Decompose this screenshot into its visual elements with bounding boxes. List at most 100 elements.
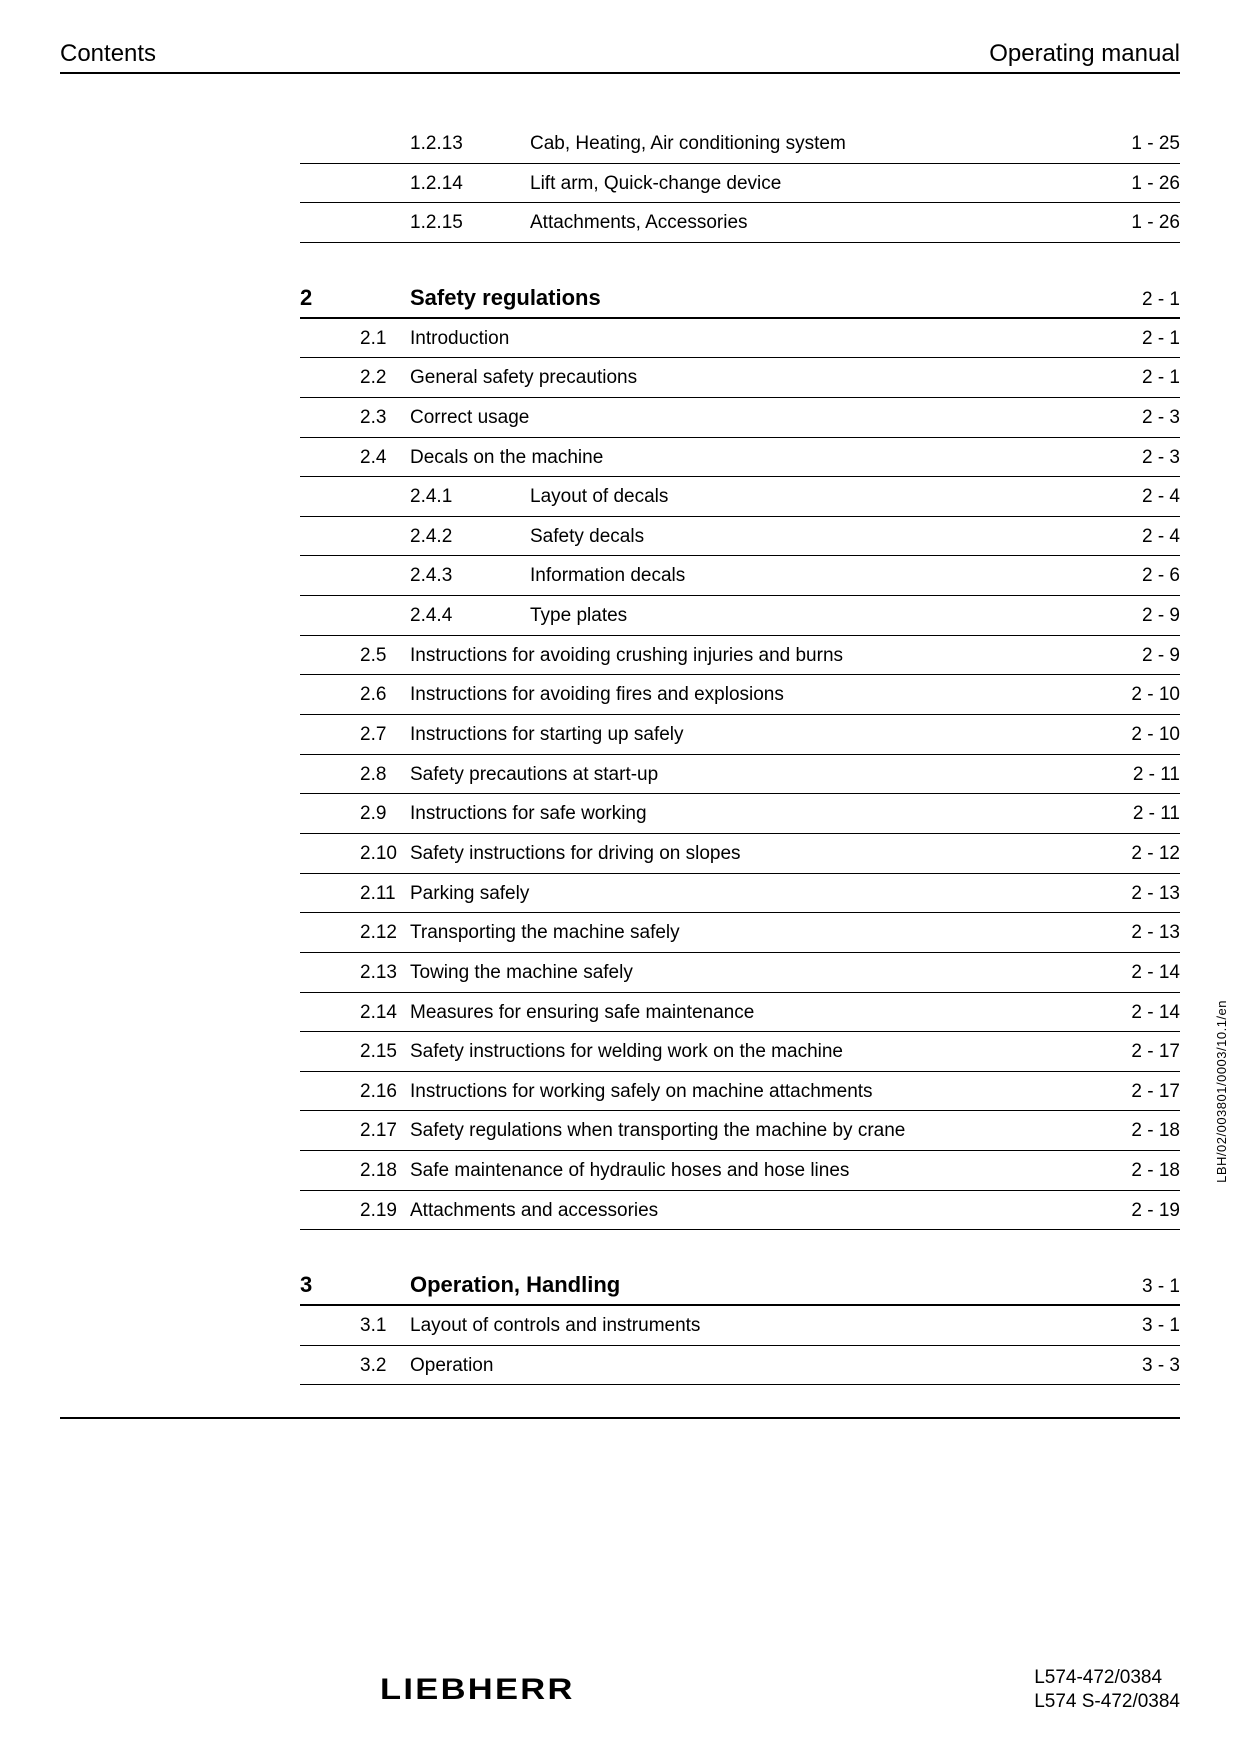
toc-section-title: Introduction <box>410 326 1100 352</box>
toc-section-title: Decals on the machine <box>410 445 1100 471</box>
toc-row: 2.2General safety precautions2 - 1 <box>300 358 1180 398</box>
toc-page: 2 - 18 <box>1100 1158 1180 1184</box>
toc-row: 2.4.1Layout of decals2 - 4 <box>300 477 1180 517</box>
toc-section-number: 2.14 <box>360 1000 410 1026</box>
toc-row: 2.17Safety regulations when transporting… <box>300 1111 1180 1151</box>
bottom-rule <box>60 1417 1180 1419</box>
toc-subsection-number: 1.2.14 <box>410 171 480 197</box>
toc-section-number: 2.1 <box>360 326 410 352</box>
toc-page: 2 - 11 <box>1100 801 1180 827</box>
toc-page: 1 - 26 <box>1100 210 1180 236</box>
toc-section-title: Safety instructions for driving on slope… <box>410 841 1100 867</box>
toc-section-number: 2.16 <box>360 1079 410 1105</box>
toc-page: 2 - 17 <box>1100 1079 1180 1105</box>
toc-row: 2.1Introduction2 - 1 <box>300 319 1180 359</box>
toc-page: 2 - 19 <box>1100 1198 1180 1224</box>
toc-section-number: 2.18 <box>360 1158 410 1184</box>
toc-row: 1.2.13Cab, Heating, Air conditioning sys… <box>300 124 1180 164</box>
toc-page: 2 - 17 <box>1100 1039 1180 1065</box>
toc-section-title: Safety precautions at start-up <box>410 762 1100 788</box>
toc-section-number: 2.8 <box>360 762 410 788</box>
toc-row: 2.13Towing the machine safely2 - 14 <box>300 953 1180 993</box>
page-header: Contents Operating manual <box>60 40 1180 74</box>
toc-subsection-number: 1.2.15 <box>410 210 480 236</box>
toc-section-title: Instructions for avoiding fires and expl… <box>410 682 1100 708</box>
toc-page: 2 - 10 <box>1100 722 1180 748</box>
toc-subsection-number: 2.4.2 <box>410 524 480 550</box>
toc-section-title: Transporting the machine safely <box>410 920 1100 946</box>
toc-page: 2 - 9 <box>1100 603 1180 629</box>
toc-page: 2 - 1 <box>1100 287 1180 313</box>
toc-section-title: Operation <box>410 1353 1100 1379</box>
footer-model-line-1: L574-472/0384 <box>1034 1666 1180 1691</box>
toc-subsection-number: 1.2.13 <box>410 131 480 157</box>
toc-subsection-title: Attachments, Accessories <box>480 210 1100 236</box>
document-code-vertical: LBH/02/003801/0003/10.1/en <box>1214 1000 1229 1183</box>
toc-section-title: Safety regulations when transporting the… <box>410 1118 1100 1144</box>
toc-page: 2 - 13 <box>1100 881 1180 907</box>
toc-section-title: General safety precautions <box>410 365 1100 391</box>
toc-page: 2 - 12 <box>1100 841 1180 867</box>
brand-logo: LIEBHERR <box>380 1673 575 1707</box>
toc-page: 2 - 9 <box>1100 643 1180 669</box>
toc-page: 2 - 11 <box>1100 762 1180 788</box>
toc-section-number: 2.11 <box>360 881 410 907</box>
toc-page: 2 - 3 <box>1100 445 1180 471</box>
toc-section-number: 2.9 <box>360 801 410 827</box>
toc-subsection-title: Information decals <box>480 563 1100 589</box>
toc-section-number: 2.12 <box>360 920 410 946</box>
toc-row: 2.18Safe maintenance of hydraulic hoses … <box>300 1151 1180 1191</box>
toc-row: 2.4Decals on the machine2 - 3 <box>300 438 1180 478</box>
toc-page: 3 - 1 <box>1100 1313 1180 1339</box>
page-footer: LIEBHERR L574-472/0384 L574 S-472/0384 <box>60 1666 1180 1715</box>
toc-section-number: 3.2 <box>360 1353 410 1379</box>
toc-row: 2.7Instructions for starting up safely2 … <box>300 715 1180 755</box>
toc-section-title: Safe maintenance of hydraulic hoses and … <box>410 1158 1100 1184</box>
toc-page: 3 - 3 <box>1100 1353 1180 1379</box>
toc-section-number: 2.19 <box>360 1198 410 1224</box>
toc-section-number: 2.17 <box>360 1118 410 1144</box>
toc-section-number: 3.1 <box>360 1313 410 1339</box>
toc-row: 2Safety regulations2 - 1 <box>300 277 1180 319</box>
toc-row: 2.4.2Safety decals2 - 4 <box>300 517 1180 557</box>
toc-page: 2 - 14 <box>1100 960 1180 986</box>
toc-section-title: Layout of controls and instruments <box>410 1313 1100 1339</box>
toc-row: 2.3Correct usage2 - 3 <box>300 398 1180 438</box>
toc-page: 1 - 25 <box>1100 131 1180 157</box>
toc-chapter-number: 2 <box>300 283 360 313</box>
toc-section-title: Towing the machine safely <box>410 960 1100 986</box>
toc-subsection-title: Layout of decals <box>480 484 1100 510</box>
toc-section-number: 2.13 <box>360 960 410 986</box>
toc-page: 2 - 10 <box>1100 682 1180 708</box>
toc-row: 2.10Safety instructions for driving on s… <box>300 834 1180 874</box>
toc-page: 2 - 1 <box>1100 326 1180 352</box>
toc-row: 2.4.3Information decals2 - 6 <box>300 556 1180 596</box>
toc-row: 2.9Instructions for safe working2 - 11 <box>300 794 1180 834</box>
toc-row: 2.16Instructions for working safely on m… <box>300 1072 1180 1112</box>
toc-chapter-number: 3 <box>300 1270 360 1300</box>
toc-section-title: Instructions for safe working <box>410 801 1100 827</box>
toc-row: 2.11Parking safely2 - 13 <box>300 874 1180 914</box>
toc-row: 2.12Transporting the machine safely2 - 1… <box>300 913 1180 953</box>
toc-subsection-number: 2.4.4 <box>410 603 480 629</box>
toc-row: 2.19Attachments and accessories2 - 19 <box>300 1191 1180 1231</box>
toc-subsection-title: Cab, Heating, Air conditioning system <box>480 131 1100 157</box>
toc-subsection-number: 2.4.3 <box>410 563 480 589</box>
toc-row: 2.6Instructions for avoiding fires and e… <box>300 675 1180 715</box>
toc-row: 2.5Instructions for avoiding crushing in… <box>300 636 1180 676</box>
toc-page: 2 - 1 <box>1100 365 1180 391</box>
toc-page: 2 - 3 <box>1100 405 1180 431</box>
toc-page: 2 - 13 <box>1100 920 1180 946</box>
toc-section-title: Parking safely <box>410 881 1100 907</box>
toc-page: 2 - 4 <box>1100 524 1180 550</box>
toc-page: 2 - 18 <box>1100 1118 1180 1144</box>
toc-section-number: 2.15 <box>360 1039 410 1065</box>
toc-section-number: 2.7 <box>360 722 410 748</box>
toc-section-number: 2.4 <box>360 445 410 471</box>
toc-chapter-title: Operation, Handling <box>410 1270 1100 1300</box>
header-right-label: Operating manual <box>989 40 1180 68</box>
toc-row: 3.1Layout of controls and instruments3 -… <box>300 1306 1180 1346</box>
toc-row: 1.2.15Attachments, Accessories1 - 26 <box>300 203 1180 243</box>
toc-row: 2.14Measures for ensuring safe maintenan… <box>300 993 1180 1033</box>
toc-row: 1.2.14Lift arm, Quick-change device1 - 2… <box>300 164 1180 204</box>
